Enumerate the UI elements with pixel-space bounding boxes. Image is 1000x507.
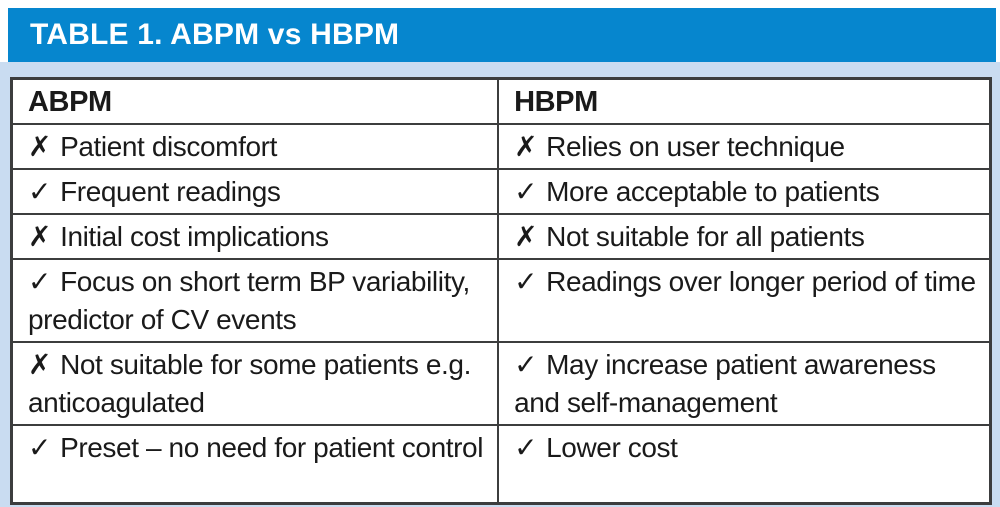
check-icon: ✓ <box>28 432 52 463</box>
check-icon: ✓ <box>28 176 52 207</box>
table-cell: ✗ Initial cost implications <box>10 213 500 260</box>
table-cell: ✓ More acceptable to patients <box>497 168 992 215</box>
cell-text: More acceptable to patients <box>546 176 880 207</box>
check-icon: ✓ <box>514 349 538 380</box>
table-row: ✗ Patient discomfort ✗ Relies on user tech… <box>10 123 992 170</box>
cell-text: Readings over longer period of time <box>546 266 976 297</box>
table-cell: ✓ May increase patient awareness and self… <box>497 341 992 426</box>
cross-icon: ✗ <box>28 349 52 380</box>
table-row: ✓ Focus on short term BP variability, pre… <box>10 258 992 343</box>
cell-text: Patient discomfort <box>60 131 277 162</box>
abpm-hbpm-comparison-table: ABPM HBPM ✗ Patient discomfort ✗ Relies on… <box>10 77 992 505</box>
cross-icon: ✗ <box>28 131 52 162</box>
table-row: ✓ Frequent readings ✓ More acceptable to p… <box>10 168 992 215</box>
cross-icon: ✗ <box>514 221 538 252</box>
cell-text: Lower cost <box>546 432 678 463</box>
table-row: ✗ Not suitable for some patients e.g. ant… <box>10 341 992 426</box>
table-cell: ✗ Relies on user technique <box>497 123 992 170</box>
table-panel: ABPM HBPM ✗ Patient discomfort ✗ Relies on… <box>0 62 1000 507</box>
table-cell: ✓ Frequent readings <box>10 168 500 215</box>
cell-text: Initial cost implications <box>60 221 329 252</box>
column-header-hbpm: HBPM <box>497 77 992 125</box>
cell-text: Frequent readings <box>60 176 281 207</box>
column-header-abpm: ABPM <box>10 77 500 125</box>
table-cell: ✗ Patient discomfort <box>10 123 500 170</box>
table-cell: ✓ Lower cost <box>497 424 992 504</box>
check-icon: ✓ <box>514 176 538 207</box>
table-title-bar: TABLE 1. ABPM vs HBPM <box>8 8 996 62</box>
cell-text: Focus on short term BP variability, pred… <box>28 266 470 335</box>
check-icon: ✓ <box>514 266 538 297</box>
cell-text: May increase patient awareness and self-… <box>514 349 936 418</box>
check-icon: ✓ <box>514 432 538 463</box>
table-cell: ✓ Preset – no need for patient control <box>10 424 500 504</box>
table-cell: ✗ Not suitable for some patients e.g. ant… <box>10 341 500 426</box>
cross-icon: ✗ <box>514 131 538 162</box>
table-row: ✓ Preset – no need for patient control ✓ L… <box>10 424 992 504</box>
table-header-row: ABPM HBPM <box>10 77 992 125</box>
check-icon: ✓ <box>28 266 52 297</box>
cell-text: Not suitable for all patients <box>546 221 865 252</box>
table-row: ✗ Initial cost implications ✗ Not suitable… <box>10 213 992 260</box>
table-cell: ✓ Readings over longer period of time <box>497 258 992 343</box>
cell-text: Not suitable for some patients e.g. anti… <box>28 349 471 418</box>
table-cell: ✗ Not suitable for all patients <box>497 213 992 260</box>
table-title: TABLE 1. ABPM vs HBPM <box>30 18 400 51</box>
cross-icon: ✗ <box>28 221 52 252</box>
cell-text: Preset – no need for patient control <box>60 432 484 463</box>
table-cell: ✓ Focus on short term BP variability, pre… <box>10 258 500 343</box>
cell-text: Relies on user technique <box>546 131 845 162</box>
